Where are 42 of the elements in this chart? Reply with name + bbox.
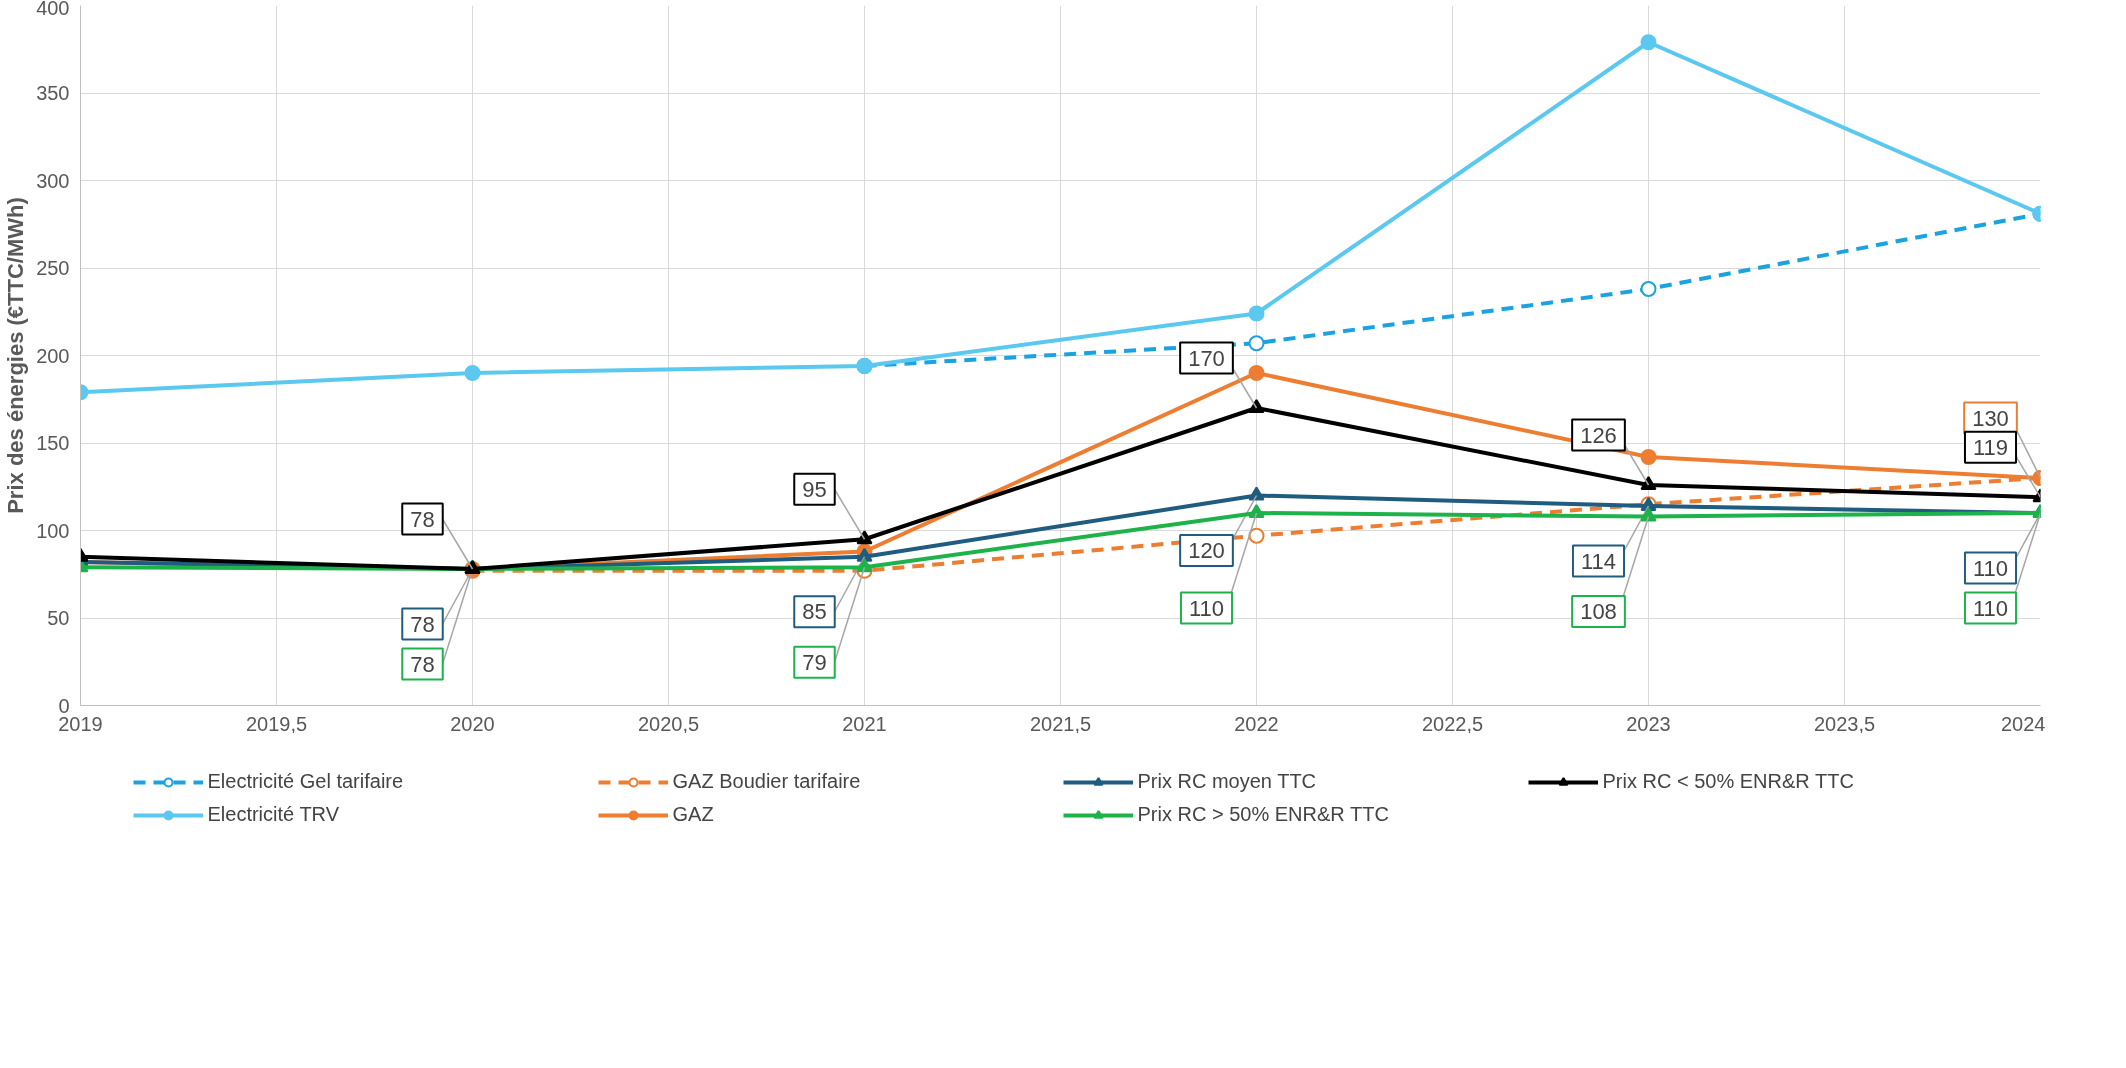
x-tick-label: 2020 [450, 712, 495, 735]
data-label: 110 [1972, 595, 2009, 621]
y-tick-label: 250 [36, 257, 70, 279]
x-tick-label: 2022,5 [1421, 712, 1484, 735]
data-label: 130 [1972, 405, 2009, 431]
data-label: 114 [1580, 548, 1617, 574]
legend-label: GAZ Boudier tarifaire [672, 770, 862, 793]
data-label: 78 [410, 651, 435, 677]
y-tick-label: 400 [36, 0, 70, 19]
data-label: 95 [802, 476, 827, 502]
y-tick-label: 300 [36, 169, 70, 192]
y-tick-label: 150 [36, 432, 70, 454]
data-label: 85 [802, 599, 827, 625]
legend-label: Prix RC < 50% ENR&R TTC [1602, 770, 1855, 793]
legend-label: GAZ [672, 803, 715, 826]
data-label: 110 [1972, 555, 2009, 581]
x-tick-label: 2023,5 [1813, 712, 1876, 735]
x-tick-label: 2023 [1626, 712, 1671, 735]
data-label: 119 [1972, 434, 2009, 460]
x-tick-label: 2021 [842, 712, 887, 735]
legend-label: Prix RC moyen TTC [1137, 770, 1318, 793]
data-label: 79 [802, 649, 827, 675]
y-tick-label: 50 [47, 607, 70, 629]
data-label: 120 [1188, 538, 1225, 563]
x-tick-label: 2019,5 [245, 712, 308, 735]
x-tick-label: 2020,5 [637, 712, 700, 735]
y-tick-label: 200 [36, 344, 70, 367]
legend-label: Electricité TRV [207, 803, 341, 826]
data-label: 110 [1188, 595, 1225, 621]
x-tick-label: 2022 [1234, 712, 1279, 735]
y-tick-label: 100 [36, 519, 70, 542]
x-tick-label: 2024 [2001, 712, 2046, 735]
x-tick-label: 2021,5 [1029, 712, 1092, 735]
data-label: 126 [1580, 422, 1617, 448]
data-label: 78 [410, 611, 435, 637]
data-label: 108 [1580, 599, 1617, 624]
data-label: 170 [1188, 345, 1225, 371]
legend-label: Prix RC > 50% ENR&R TTC [1137, 803, 1390, 826]
legend-label: Electricité Gel tarifaire [207, 770, 405, 793]
y-tick-label: 350 [36, 82, 70, 104]
data-label: 78 [410, 506, 435, 532]
y-axis-title: Prix des énergies (€TTC/MWh) [3, 197, 29, 514]
